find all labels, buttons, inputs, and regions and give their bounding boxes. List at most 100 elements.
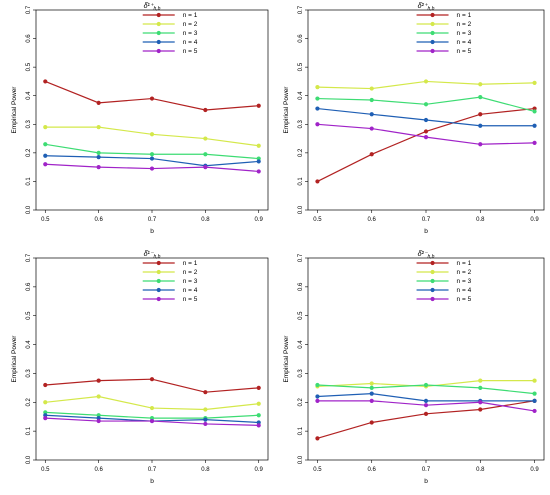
y-axis-label: Empirical Power [283,335,290,383]
data-point [315,106,320,111]
data-point [43,410,48,415]
x-tick-label: 0.9 [530,467,539,473]
data-point [532,80,537,85]
y-tick-label: 0.0 [26,205,32,214]
y-tick-label: 0.0 [26,455,32,464]
data-point [43,416,48,421]
series-1 [43,377,261,395]
x-tick-label: 0.8 [201,217,210,223]
legend-label: n = 4 [183,39,198,46]
data-point [478,82,483,87]
data-point [96,418,101,424]
data-point [203,152,208,157]
y-tick-label: 0.4 [26,91,32,100]
legend-swatch-point [156,48,161,54]
y-tick-label: 0.5 [298,311,304,320]
series-3 [43,410,261,421]
data-point [96,150,101,155]
data-point [149,405,155,411]
series-5 [43,416,261,428]
legend-swatch-point [430,12,435,18]
data-point [149,156,155,161]
series-5 [43,162,261,174]
x-axis-label: b [424,228,428,235]
data-point [256,159,261,164]
y-tick-label: 0.6 [26,34,32,43]
legend-label: n = 2 [183,21,198,28]
legend-swatch-point [156,287,161,293]
legend: n = 1 n = 2 n = 3 n = 4 n = 5 [416,260,472,303]
legend-label: n = 1 [457,260,472,267]
data-point [203,417,208,422]
chart-title: δ̂¹⁺h,b [144,3,161,12]
data-point [478,95,483,100]
y-tick-label: 0.5 [26,311,32,320]
legend-label: n = 3 [183,278,198,285]
x-tick-label: 0.5 [313,467,322,473]
data-point [369,112,374,117]
legend-swatch-point [430,39,435,45]
data-point [532,123,537,128]
data-point [43,79,48,84]
y-tick-label: 0.0 [298,455,304,464]
data-point [423,129,429,134]
data-point [256,169,261,174]
data-point [43,125,48,130]
legend: n = 1 n = 2 n = 3 n = 4 n = 5 [142,12,198,55]
legend-swatch-point [156,296,161,302]
plot-frame [35,257,269,461]
legend-label: n = 1 [457,12,472,19]
legend-swatch-point [430,278,435,284]
data-point [369,420,374,425]
data-point [203,407,208,412]
data-point [315,96,320,101]
y-axis-label: Empirical Power [11,86,18,134]
plot-frame [307,257,545,461]
data-point [478,112,483,117]
data-point [478,142,483,147]
legend-swatch-point [156,260,161,266]
data-point [203,107,208,113]
data-point [256,401,261,406]
legend-swatch-point [156,21,161,27]
series-line [317,107,535,127]
data-point [203,390,208,395]
legend-label: n = 4 [457,39,472,46]
data-point [96,165,101,170]
x-tick-label: 0.6 [94,467,103,473]
series-5 [315,398,537,414]
legend-swatch-point [430,269,435,275]
legend-label: n = 1 [183,260,198,267]
data-point [369,126,374,131]
data-point [149,96,155,101]
data-point [203,421,208,427]
x-axis-label: b [424,478,428,485]
legend-swatch-point [430,48,435,54]
x-tick-label: 0.6 [94,217,103,223]
legend-swatch-point [430,287,435,293]
data-point [369,152,374,157]
y-tick-label: 0.3 [298,369,304,378]
chart-title: δ̂²⁻h,b [418,251,435,260]
series-line [317,123,535,145]
data-point [96,125,101,130]
series-line [45,80,259,111]
chart-title: δ̂²⁺h,b [418,3,435,12]
x-tick-label: 0.9 [530,217,539,223]
series-1 [43,79,261,113]
y-tick-label: 0.2 [26,148,32,157]
data-point [149,152,155,157]
data-point [369,86,374,91]
series-4 [315,391,537,403]
data-point [315,85,320,90]
y-tick-label: 0.1 [26,426,32,435]
x-tick-label: 0.8 [476,217,485,223]
y-tick-label: 0.5 [298,62,304,71]
y-tick-label: 0.6 [298,282,304,291]
y-tick-label: 0.1 [298,426,304,435]
series-2 [43,125,261,148]
legend-label: n = 3 [183,30,198,37]
data-point [43,400,48,405]
data-point [256,420,261,425]
y-tick-label: 0.3 [298,119,304,128]
